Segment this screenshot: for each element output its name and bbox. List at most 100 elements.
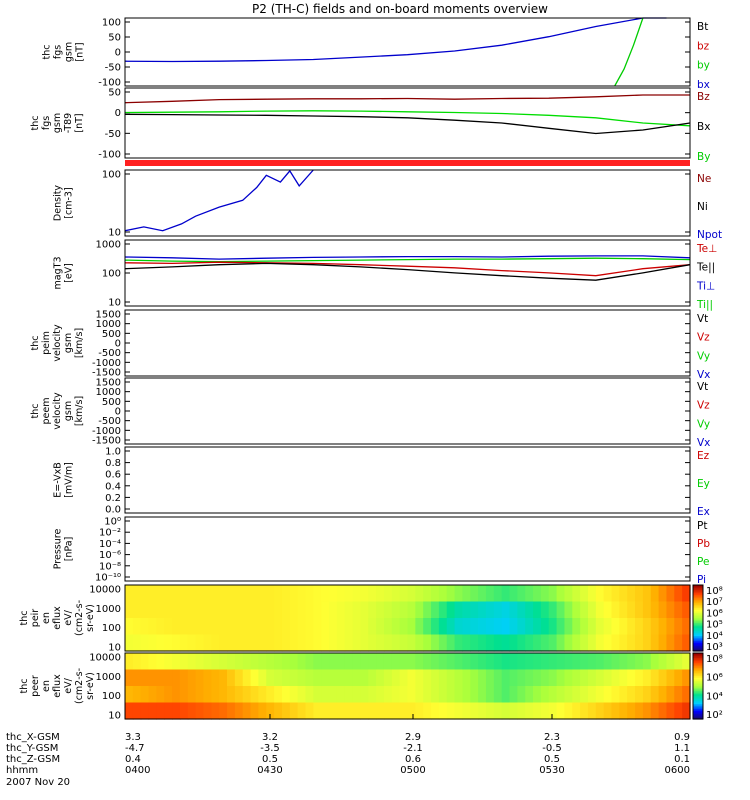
legend-entry: Pi [697, 574, 706, 586]
heatmap-cell [603, 585, 613, 603]
heatmap-cell [399, 601, 409, 619]
y-tick-label: 0.6 [105, 470, 121, 481]
heatmap-cell [289, 601, 299, 619]
heatmap-cell [164, 601, 173, 619]
heatmap-cell [682, 686, 691, 704]
series-line-Te⊥ [124, 261, 691, 277]
heatmap-cell [148, 702, 157, 720]
colorbar-segment [693, 681, 703, 684]
heatmap-cell [540, 702, 550, 720]
heatmap-cell [305, 686, 314, 704]
legend-entry: Ne [697, 173, 711, 185]
heatmap-cell [423, 686, 432, 704]
heatmap-cell [485, 669, 495, 687]
heatmap-cell [431, 653, 440, 671]
heatmap-cell [627, 686, 636, 704]
heatmap-cell [125, 634, 134, 652]
heatmap-cell [360, 653, 369, 671]
heatmap-cell [540, 669, 550, 687]
colorbar-segment [693, 667, 703, 671]
colorbar-segment [693, 684, 703, 687]
heatmap-cell [603, 653, 613, 671]
heatmap-cell [179, 634, 189, 652]
heatmap-cell [666, 653, 675, 671]
y-axis-label: Pressure[nPa] [53, 529, 75, 570]
heatmap-cell [407, 653, 416, 671]
colorbar-segment [693, 669, 703, 672]
heatmap-cell [423, 601, 432, 619]
y-tick-label: 10⁻² [99, 528, 121, 539]
heatmap-cell [650, 585, 660, 603]
y-tick-label: 0 [115, 407, 121, 418]
heatmap-cell [289, 653, 299, 671]
heatmap-cell [548, 702, 558, 720]
date-label: 2007 Nov 20 [6, 777, 70, 788]
time-axis-value: 2.9 [405, 732, 421, 743]
heatmap-cell [227, 686, 236, 704]
y-tick-label: -50 [105, 63, 121, 74]
heatmap-cell [391, 702, 401, 720]
colorbar-segment [693, 717, 703, 720]
heatmap-cell [642, 702, 652, 720]
heatmap-cell [164, 634, 173, 652]
y-tick-label: 1000 [96, 240, 121, 251]
heatmap-cell [399, 702, 409, 720]
heatmap-cell [493, 618, 503, 636]
colorbar-segment [693, 704, 703, 707]
heatmap-cell [658, 601, 668, 619]
heatmap-cell [305, 634, 314, 652]
y-tick-label: 0 [115, 339, 121, 350]
series-line-Npot [124, 169, 314, 232]
heatmap-cell [533, 669, 542, 687]
heatmap-cell [203, 686, 212, 704]
colorbar-tick-label: 10⁸ [706, 586, 723, 597]
heatmap-cell [454, 669, 464, 687]
colorbar-segment [693, 626, 703, 629]
colorbar-segment [693, 644, 703, 647]
heatmap-cell [132, 669, 142, 687]
colorbar-segment [693, 646, 703, 649]
heatmap-cell [297, 618, 307, 636]
heatmap-cell [329, 618, 338, 636]
colorbar-segment [693, 588, 703, 591]
y-tick-label: 10⁰ [104, 517, 121, 528]
heatmap-cell [431, 686, 440, 704]
heatmap-cell [454, 653, 464, 671]
time-axis-value: 0400 [125, 765, 150, 776]
time-axis-value: -0.5 [542, 743, 562, 754]
heatmap-cell [611, 601, 620, 619]
heatmap-cell [125, 618, 134, 636]
legend-entry: Ey [697, 478, 710, 490]
heatmap-cell [603, 686, 613, 704]
heatmap-cell [517, 702, 526, 720]
heatmap-cell [556, 686, 566, 704]
heatmap-cell [140, 634, 150, 652]
heatmap-cell [595, 585, 605, 603]
heatmap-cell [438, 585, 448, 603]
heatmap-cell [227, 618, 236, 636]
y-tick-label: 1000 [96, 387, 121, 398]
heatmap-cell [297, 702, 307, 720]
colorbar-segment [693, 656, 703, 659]
y-axis-label-line: sr-eV) [85, 672, 96, 700]
series-line-By [124, 110, 691, 127]
heatmap-cell [564, 669, 573, 687]
y-tick-label: 10 [108, 711, 121, 722]
heatmap-cell [329, 669, 338, 687]
heatmap-cell [329, 702, 338, 720]
heatmap-cell [674, 686, 683, 704]
heatmap-cell [595, 618, 605, 636]
heatmap-cell [627, 653, 636, 671]
legend-entry: Te⊥ [696, 243, 717, 255]
heatmap-cell [140, 601, 150, 619]
time-axis-value: -2.1 [403, 743, 423, 754]
heatmap-cell [650, 653, 660, 671]
heatmap-cell [431, 669, 440, 687]
heatmap-cell [572, 585, 581, 603]
heatmap-cell [156, 669, 165, 687]
y-tick-label: 100 [102, 18, 121, 29]
heatmap-cell [203, 585, 212, 603]
heatmap-cell [493, 686, 503, 704]
